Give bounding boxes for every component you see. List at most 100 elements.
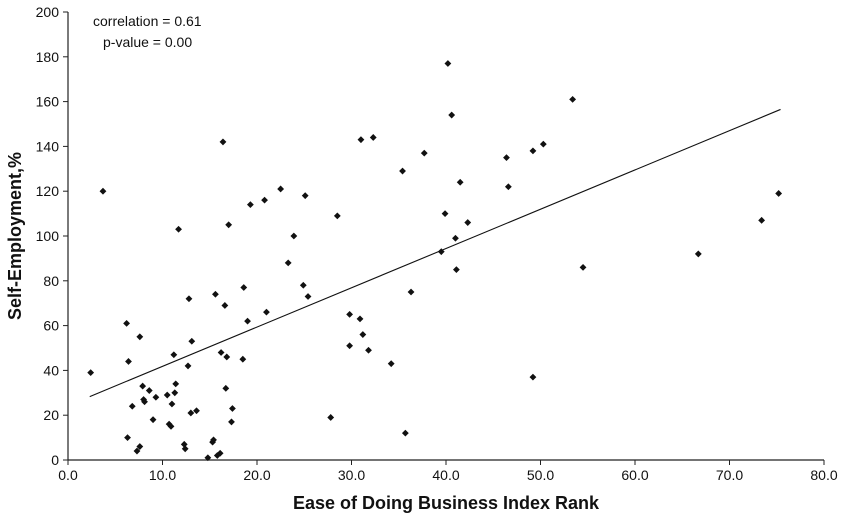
x-axis-title: Ease of Doing Business Index Rank (293, 493, 600, 513)
data-point (152, 393, 160, 401)
x-tick-label: 30.0 (338, 467, 365, 483)
data-point (437, 248, 445, 256)
data-point (163, 391, 171, 399)
x-tick-label: 10.0 (149, 467, 176, 483)
data-point (185, 295, 193, 303)
data-point (219, 138, 227, 146)
data-point (167, 423, 175, 430)
data-point (168, 400, 176, 408)
data-point (444, 60, 452, 67)
data-point (221, 302, 229, 309)
data-point (133, 447, 141, 455)
x-tick-label: 40.0 (432, 467, 459, 483)
data-point (228, 418, 235, 426)
y-axis-title: Self-Employment,% (5, 152, 25, 320)
data-point (172, 380, 180, 388)
data-point (239, 355, 247, 363)
data-point (149, 416, 157, 424)
data-point (407, 288, 415, 296)
data-point (181, 445, 189, 453)
data-point (357, 136, 365, 144)
data-point (579, 263, 587, 271)
data-point (503, 154, 510, 161)
data-point (180, 440, 188, 448)
data-point (529, 147, 537, 155)
data-point (284, 259, 292, 267)
data-point (401, 429, 409, 437)
data-point (210, 436, 217, 444)
data-point (225, 221, 233, 229)
data-point (346, 342, 354, 350)
data-point (87, 369, 95, 377)
y-tick-label: 0 (51, 452, 59, 468)
data-point (333, 212, 341, 220)
data-point (244, 317, 251, 325)
data-point (170, 351, 178, 359)
data-point (504, 183, 512, 191)
y-tick-label: 60 (43, 318, 59, 334)
x-tick-label: 0.0 (58, 467, 78, 483)
data-point (136, 443, 144, 450)
data-point (569, 95, 577, 103)
trendline-group (89, 108, 781, 398)
data-point (204, 454, 212, 462)
y-tick-label: 120 (36, 183, 60, 199)
axes (67, 12, 824, 461)
data-point (125, 358, 132, 365)
data-point (216, 449, 224, 457)
correlation-annotation: correlation = 0.61 (93, 13, 202, 29)
x-tick-label: 50.0 (527, 467, 554, 483)
y-tick-label: 180 (36, 49, 60, 65)
y-tick-label: 40 (43, 362, 59, 378)
data-point (175, 225, 182, 233)
data-point (141, 398, 148, 406)
data-point (304, 293, 312, 300)
data-point (193, 407, 200, 415)
data-point (456, 178, 464, 186)
data-point (229, 405, 236, 412)
data-point (359, 331, 367, 338)
data-point (212, 290, 219, 298)
data-point (240, 284, 248, 291)
data-point (464, 219, 472, 226)
data-point (387, 360, 395, 368)
data-point (299, 281, 307, 289)
data-point (694, 250, 702, 258)
data-point (246, 201, 254, 209)
data-point (187, 409, 195, 417)
y-tick-label: 160 (36, 94, 60, 110)
data-point (420, 149, 428, 157)
data-point (452, 266, 460, 273)
data-point (222, 384, 230, 392)
data-point (263, 308, 270, 316)
data-point (124, 434, 131, 441)
y-tick-label: 80 (43, 273, 59, 289)
data-point (128, 402, 136, 410)
data-point (217, 349, 225, 356)
data-point (356, 315, 364, 323)
y-tick-label: 20 (43, 407, 59, 423)
data-points (87, 60, 783, 462)
x-tick-label: 80.0 (810, 467, 837, 483)
data-point (758, 216, 766, 224)
data-point (123, 319, 130, 327)
y-tick-label: 100 (36, 228, 60, 244)
data-point (261, 196, 268, 204)
data-point (99, 187, 107, 195)
data-point (188, 337, 196, 345)
data-point (529, 373, 537, 381)
data-point (365, 346, 372, 354)
y-tick-label: 140 (36, 138, 60, 154)
data-point (171, 389, 179, 397)
data-point (441, 210, 449, 217)
data-point (448, 111, 456, 119)
data-point (136, 333, 144, 341)
data-point (369, 134, 377, 141)
y-axis-ticks: 0 20 40 60 80 100 120 140 160 180 200 (36, 4, 68, 468)
x-axis-ticks: 0.0 10.0 20.0 30.0 40.0 50.0 60.0 70.0 80.0 (58, 460, 838, 483)
data-point (452, 234, 459, 242)
data-point (223, 353, 231, 361)
data-point (145, 387, 153, 394)
